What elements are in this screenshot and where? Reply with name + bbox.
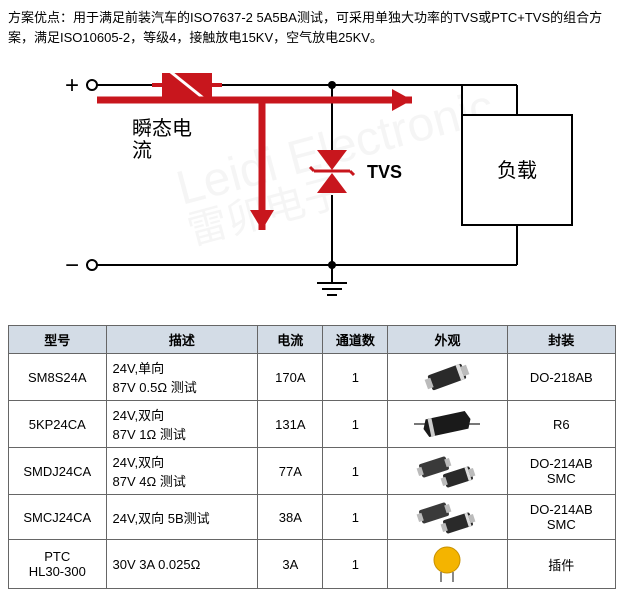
table-row: SMCJ24CA24V,双向 5B测试38A1 DO-214AB SMC [9, 495, 616, 540]
terminal-minus [87, 260, 97, 270]
cell-appearance [388, 354, 507, 401]
table-header-cell: 外观 [388, 326, 507, 354]
cell-package: DO-218AB [507, 354, 615, 401]
cell-current: 77A [258, 448, 323, 495]
cell-current: 131A [258, 401, 323, 448]
node-top [328, 81, 336, 89]
cell-current: 3A [258, 540, 323, 589]
cell-description: 24V,双向 5B测试 [106, 495, 258, 540]
circuit-diagram-container: Leidi Electronic 雷卯电子 负载 + − [8, 55, 616, 315]
cell-channels: 1 [323, 495, 388, 540]
table-row: SM8S24A24V,单向 87V 0.5Ω 测试170A1 DO-218AB [9, 354, 616, 401]
transient-label: 瞬态电 流 [132, 117, 198, 162]
table-header-cell: 封装 [507, 326, 615, 354]
cell-channels: 1 [323, 540, 388, 589]
scheme-description: 方案优点：用于满足前装汽车的ISO7637-2 5A5BA测试，可采用单独大功率… [8, 8, 616, 47]
cell-appearance [388, 495, 507, 540]
table-row: PTC HL30-30030V 3A 0.025Ω3A1 插件 [9, 540, 616, 589]
cell-channels: 1 [323, 354, 388, 401]
fuse-icon [152, 69, 222, 101]
plus-label: + [65, 72, 79, 99]
table-header-cell: 通道数 [323, 326, 388, 354]
cell-appearance [388, 448, 507, 495]
cell-channels: 1 [323, 448, 388, 495]
cell-description: 30V 3A 0.025Ω [106, 540, 258, 589]
cell-description: 24V,单向 87V 0.5Ω 测试 [106, 354, 258, 401]
table-header-cell: 型号 [9, 326, 107, 354]
table-row: SMDJ24CA24V,双向 87V 4Ω 测试77A1 DO-214AB SMC [9, 448, 616, 495]
cell-current: 38A [258, 495, 323, 540]
circuit-diagram: Leidi Electronic 雷卯电子 负载 + − [32, 55, 592, 315]
cell-package: R6 [507, 401, 615, 448]
cell-channels: 1 [323, 401, 388, 448]
cell-model: SM8S24A [9, 354, 107, 401]
cell-model: SMDJ24CA [9, 448, 107, 495]
table-header-cell: 描述 [106, 326, 258, 354]
cell-current: 170A [258, 354, 323, 401]
minus-label: − [65, 252, 79, 279]
cell-model: PTC HL30-300 [9, 540, 107, 589]
watermark: Leidi Electronic 雷卯电子 [171, 80, 499, 254]
cell-model: SMCJ24CA [9, 495, 107, 540]
table-header-cell: 电流 [258, 326, 323, 354]
cell-model: 5KP24CA [9, 401, 107, 448]
cell-description: 24V,双向 87V 4Ω 测试 [106, 448, 258, 495]
cell-description: 24V,双向 87V 1Ω 测试 [106, 401, 258, 448]
load-label: 负载 [497, 159, 537, 182]
tvs-label: TVS [367, 162, 402, 182]
cell-appearance [388, 540, 507, 589]
table-header-row: 型号描述电流通道数外观封装 [9, 326, 616, 354]
table-row: 5KP24CA24V,双向 87V 1Ω 测试131A1 R6 [9, 401, 616, 448]
cell-appearance [388, 401, 507, 448]
cell-package: 插件 [507, 540, 615, 589]
cell-package: DO-214AB SMC [507, 495, 615, 540]
cell-package: DO-214AB SMC [507, 448, 615, 495]
terminal-plus [87, 80, 97, 90]
component-table: 型号描述电流通道数外观封装 SM8S24A24V,单向 87V 0.5Ω 测试1… [8, 325, 616, 589]
